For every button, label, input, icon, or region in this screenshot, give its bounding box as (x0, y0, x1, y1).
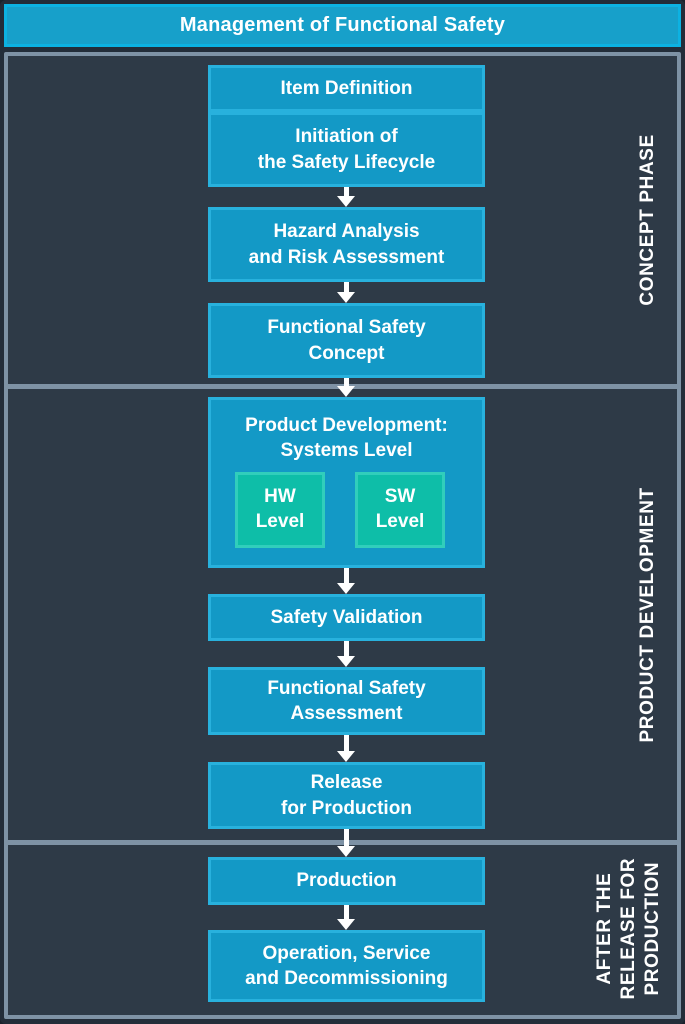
box-hw-level: HW Level (235, 472, 325, 548)
box-hw-level-label: HW Level (255, 486, 305, 532)
arrow-down-icon (337, 905, 356, 930)
box-production-label: Production (296, 870, 397, 892)
phase-label-product-development-wrap: PRODUCT DEVELOPMENT (620, 390, 676, 840)
arrow-down-icon (337, 282, 356, 303)
box-operation-service-decommissioning: Operation, Service and Decommissioning (208, 930, 485, 1002)
box-functional-safety-concept: Functional Safety Concept (208, 303, 485, 378)
diagram-header: Management of Functional Safety (4, 4, 681, 47)
box-item-definition: Item Definition (208, 65, 485, 112)
box-functional-safety-assessment: Functional Safety Assessment (208, 667, 485, 735)
box-operation-label: Operation, Service and Decommissioning (245, 942, 448, 989)
arrow-down-icon (337, 378, 356, 397)
arrow-down-icon (337, 735, 356, 762)
box-hazard-analysis-label: Hazard Analysis and Risk Assessment (248, 221, 445, 268)
phase-label-product-development: PRODUCT DEVELOPMENT (637, 487, 659, 743)
box-safety-validation-label: Safety Validation (270, 606, 423, 628)
box-release-for-production-label: Release for Production (281, 772, 412, 819)
phase-label-concept: CONCEPT PHASE (637, 134, 659, 306)
box-sw-level-label: SW Level (375, 486, 425, 532)
phase-label-after-release-wrap: AFTER THE RELEASE FOR PRODUCTION (584, 845, 674, 1012)
box-functional-safety-assessment-label: Functional Safety Assessment (267, 677, 426, 724)
box-product-development-label: Product Development: Systems Level (245, 415, 448, 462)
box-functional-safety-concept-label: Functional Safety Concept (267, 317, 426, 364)
box-release-for-production: Release for Production (208, 762, 485, 829)
box-safety-validation: Safety Validation (208, 594, 485, 641)
box-item-definition-label: Item Definition (280, 77, 413, 99)
box-sw-level: SW Level (355, 472, 445, 548)
box-initiation-safety-lifecycle: Initiation of the Safety Lifecycle (208, 112, 485, 187)
arrow-down-icon (337, 641, 356, 667)
phase-label-after-release: AFTER THE RELEASE FOR PRODUCTION (594, 857, 663, 1000)
box-hazard-analysis: Hazard Analysis and Risk Assessment (208, 207, 485, 282)
arrow-down-icon (337, 568, 356, 594)
page-title: Management of Functional Safety (179, 14, 506, 36)
box-production: Production (208, 857, 485, 905)
arrow-down-icon (337, 187, 356, 207)
phase-label-concept-wrap: CONCEPT PHASE (620, 55, 676, 385)
box-initiation-label: Initiation of the Safety Lifecycle (257, 126, 436, 173)
arrow-down-icon (337, 829, 356, 857)
phase-divider-product-after-release (4, 840, 681, 845)
